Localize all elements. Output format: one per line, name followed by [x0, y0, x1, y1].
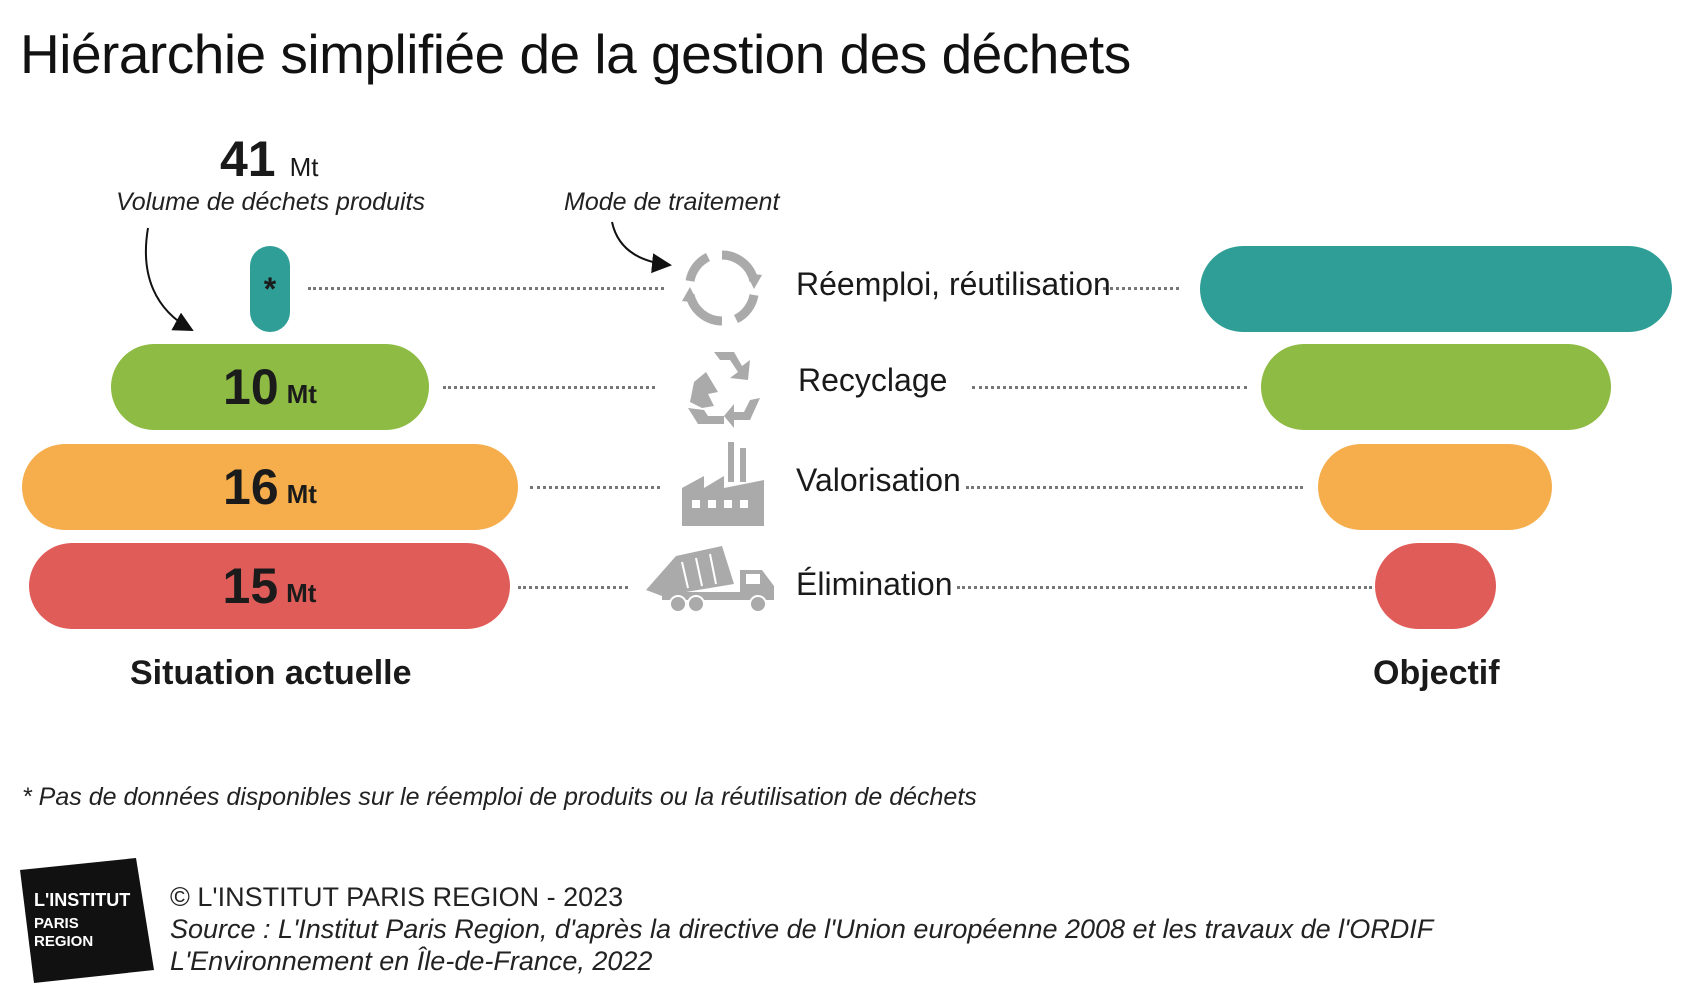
- current-value-disposal: 15: [222, 558, 279, 614]
- logo-line2: PARIS: [34, 915, 79, 932]
- target-pill-recovery: [1318, 444, 1552, 530]
- level-label-reuse: Réemploi, réutilisation: [796, 266, 1111, 302]
- total-volume-value: 41: [220, 131, 276, 187]
- current-pill-recovery: 16 Mt: [22, 444, 518, 530]
- total-volume-unit: Mt: [289, 152, 319, 182]
- dump-truck-icon: [646, 546, 774, 613]
- current-unit-disposal: Mt: [286, 577, 317, 608]
- leader-right-recovery: [966, 486, 1303, 489]
- total-volume: 41 Mt: [220, 130, 319, 188]
- recycle-icon: [688, 352, 760, 428]
- institut-logo: L'INSTITUT PARIS REGION: [20, 858, 154, 983]
- copyright: © L'INSTITUT PARIS REGION - 2023: [170, 882, 624, 912]
- current-value-recovery: 16: [223, 459, 279, 515]
- leader-left-recycling: [443, 386, 655, 389]
- leader-left-recovery: [530, 486, 660, 489]
- footnote: * Pas de données disponibles sur le réem…: [22, 783, 977, 811]
- factory-icon: [682, 442, 764, 526]
- current-pill-reuse: *: [250, 246, 290, 332]
- total-volume-caption: Volume de déchets produits: [116, 188, 425, 216]
- current-value-recycling: 10: [223, 359, 279, 415]
- current-pill-disposal: 15 Mt: [29, 543, 510, 629]
- level-label-disposal: Élimination: [796, 566, 953, 602]
- level-label-recovery: Valorisation: [796, 462, 961, 498]
- current-unit-recovery: Mt: [286, 478, 317, 509]
- current-unit-recycling: Mt: [286, 378, 317, 409]
- leader-right-reuse: [1103, 287, 1179, 290]
- level-label-recycling: Recyclage: [798, 362, 948, 398]
- target-label: Objectif: [1373, 654, 1500, 692]
- current-value-reuse: *: [263, 270, 277, 307]
- leader-left-disposal: [518, 586, 628, 589]
- source-credit: Source : L'Institut Paris Region, d'aprè…: [170, 914, 1434, 944]
- total-arrow: [144, 227, 194, 331]
- mode-caption: Mode de traitement: [564, 188, 780, 216]
- logo-line3: REGION: [34, 933, 93, 950]
- logo-line1: L'INSTITUT: [34, 890, 130, 910]
- leader-left-reuse: [308, 287, 664, 290]
- target-pill-recycling: [1261, 344, 1611, 430]
- mode-arrow: [611, 221, 672, 274]
- current-pill-recycling: 10 Mt: [111, 344, 429, 430]
- page-title: Hiérarchie simplifiée de la gestion des …: [20, 23, 1131, 85]
- leader-right-disposal: [957, 586, 1372, 589]
- leader-right-recycling: [972, 386, 1247, 389]
- target-pill-reuse: [1200, 246, 1672, 332]
- reuse-cycle-icon: [682, 250, 762, 326]
- target-pill-disposal: [1375, 543, 1496, 629]
- current-situation-label: Situation actuelle: [130, 654, 412, 692]
- publication-credit: L'Environnement en Île-de-France, 2022: [170, 946, 653, 976]
